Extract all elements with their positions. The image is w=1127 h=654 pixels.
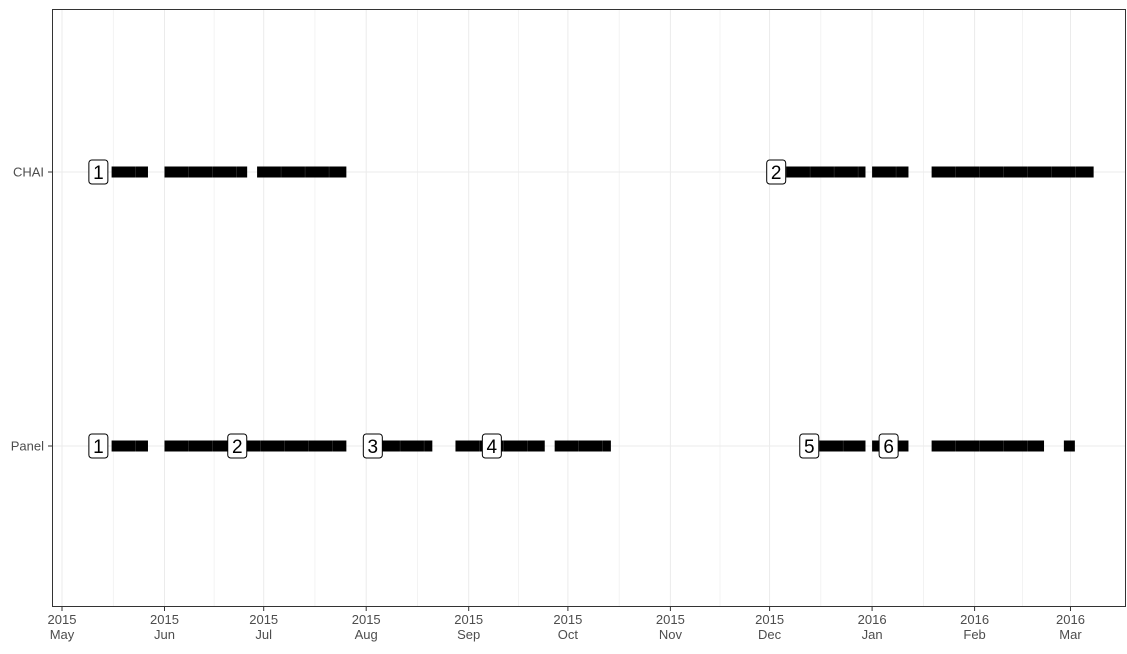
- x-tick-label-year: 2015: [352, 612, 381, 627]
- x-tick-label-year: 2015: [755, 612, 784, 627]
- label-box: [88, 159, 109, 185]
- label-text: 1: [93, 437, 104, 458]
- x-tick-label-month: Aug: [355, 627, 378, 642]
- x-tick-label-month: May: [50, 627, 75, 642]
- x-tick-label-month: Sep: [457, 627, 480, 642]
- label-text: 1: [93, 163, 104, 184]
- segment-number-label: 3: [362, 433, 383, 459]
- x-tick-label-year: 2016: [858, 612, 887, 627]
- segment-number-label: 5: [799, 433, 820, 459]
- x-tick-label-year: 2015: [454, 612, 483, 627]
- segment-number-label: 6: [878, 433, 899, 459]
- data-segment: [819, 440, 866, 452]
- segment-number-label: 4: [481, 433, 502, 459]
- x-tick-label-year: 2015: [553, 612, 582, 627]
- x-tick-label-month: Mar: [1059, 627, 1082, 642]
- data-segment: [1063, 440, 1075, 452]
- data-segment: [164, 440, 347, 452]
- label-box: [878, 433, 899, 459]
- x-tick-label-month: Jan: [862, 627, 883, 642]
- plot-background: [52, 9, 1126, 607]
- data-segment: [257, 166, 347, 178]
- label-box: [799, 433, 820, 459]
- data-segment: [931, 166, 1094, 178]
- x-tick-label-month: Jun: [154, 627, 175, 642]
- x-tick-label-year: 2015: [48, 612, 77, 627]
- data-segment: [786, 166, 866, 178]
- y-axis: CHAI Panel: [11, 165, 52, 454]
- label-box: [481, 433, 502, 459]
- x-axis: 2015May2015Jun2015Jul2015Aug2015Sep2015O…: [48, 607, 1085, 642]
- x-tick-label-year: 2015: [656, 612, 685, 627]
- y-tick-label: CHAI: [13, 165, 44, 180]
- x-tick-label-month: Dec: [758, 627, 782, 642]
- data-segment: [872, 166, 909, 178]
- x-tick-label-month: Feb: [963, 627, 985, 642]
- series-panel: 1 2 3 4 5 6: [88, 433, 1075, 459]
- label-text: 3: [368, 437, 379, 458]
- data-segment: [376, 440, 433, 452]
- x-tick-label-month: Jul: [255, 627, 272, 642]
- data-segment: [931, 440, 1045, 452]
- data-segment: [164, 166, 248, 178]
- label-text: 6: [883, 437, 894, 458]
- x-tick-label-year: 2015: [249, 612, 278, 627]
- label-text: 2: [232, 437, 243, 458]
- segment-number-label: 1: [88, 159, 109, 185]
- label-box: [766, 159, 787, 185]
- segment-number-label: 2: [227, 433, 248, 459]
- x-tick-label-year: 2015: [150, 612, 179, 627]
- label-text: 4: [487, 437, 498, 458]
- plot-border: [52, 9, 1126, 607]
- data-segment: [554, 440, 611, 452]
- x-tick-label-year: 2016: [1056, 612, 1085, 627]
- x-tick-label-month: Oct: [558, 627, 579, 642]
- label-text: 2: [771, 163, 782, 184]
- data-segment: [111, 440, 148, 452]
- y-tick-label: Panel: [11, 439, 44, 454]
- x-tick-label-month: Nov: [659, 627, 683, 642]
- data-segment: [111, 166, 148, 178]
- label-box: [88, 433, 109, 459]
- segment-number-label: 2: [766, 159, 787, 185]
- label-box: [362, 433, 383, 459]
- segment-number-label: 1: [88, 433, 109, 459]
- label-box: [227, 433, 248, 459]
- x-tick-label-year: 2016: [960, 612, 989, 627]
- label-text: 5: [804, 437, 815, 458]
